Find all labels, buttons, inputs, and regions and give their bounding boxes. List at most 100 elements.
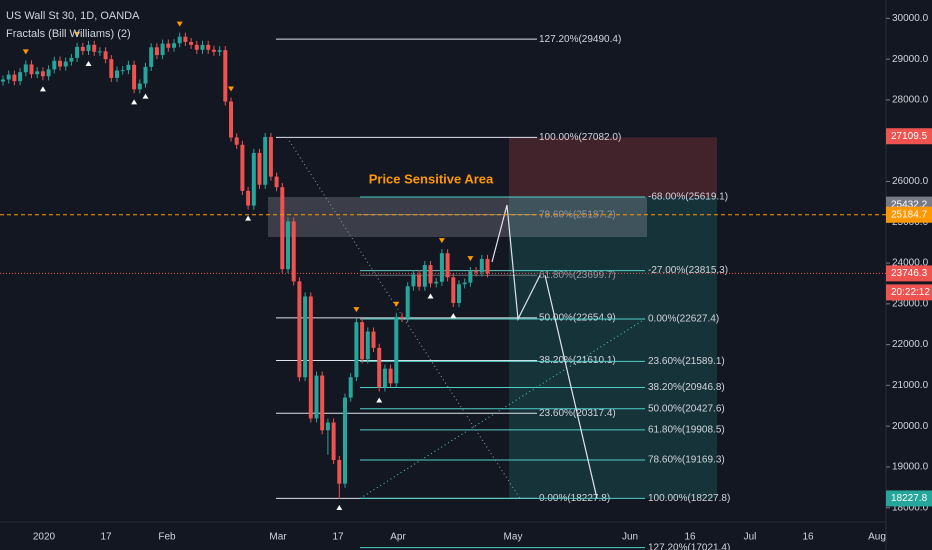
- candle-body: [12, 74, 17, 82]
- price-tag: [886, 490, 932, 507]
- price-tag-label: 27109.5: [891, 131, 928, 142]
- fractal-down: [142, 93, 149, 99]
- candle-body: [69, 57, 74, 62]
- candle-body: [405, 286, 410, 319]
- fib-label: -68.00%(25619.1): [648, 192, 728, 203]
- candle-body: [263, 137, 268, 185]
- candle-body: [189, 42, 194, 45]
- fractal-down: [427, 293, 434, 299]
- x-tick-label: Jul: [744, 532, 757, 543]
- fractal-down: [245, 215, 252, 221]
- plot: 127.20%(29490.4)100.00%(27082.0)78.60%(2…: [0, 17, 890, 550]
- candle-body: [291, 221, 296, 282]
- fractal-down: [39, 86, 46, 92]
- candle-body: [474, 271, 479, 273]
- candle-body: [246, 190, 251, 206]
- candle-body: [360, 322, 365, 360]
- trend-line: [359, 318, 646, 499]
- candle-body: [211, 49, 216, 52]
- candle-body: [280, 187, 285, 270]
- candle-body: [377, 347, 382, 388]
- candle-body: [417, 274, 422, 287]
- candle-body: [479, 258, 484, 273]
- candle-body: [229, 101, 233, 138]
- fib-label: 61.80%(23699.7): [539, 270, 616, 281]
- fractal-up: [228, 86, 234, 92]
- candle-body: [348, 377, 353, 398]
- fib-label: -27.00%(23815.3): [648, 265, 728, 276]
- candle-body: [6, 74, 11, 80]
- reward-zone: [509, 197, 717, 499]
- candle-body: [400, 316, 404, 319]
- candle-body: [183, 36, 188, 43]
- fib-label: 38.20%(20946.8): [648, 382, 725, 393]
- candle-body: [354, 322, 359, 378]
- fib-label: 0.00%(22627.4): [648, 314, 719, 325]
- countdown: 20:22:12: [891, 287, 930, 298]
- candle-body: [485, 258, 490, 274]
- fib-label: 78.60%(19169.3): [648, 455, 725, 466]
- fractal-up: [22, 49, 29, 55]
- x-tick-label: May: [504, 532, 523, 543]
- candle-body: [166, 43, 171, 48]
- price-tag-label: 25432.2: [891, 199, 928, 210]
- fractal-up: [176, 21, 183, 27]
- candle-body: [337, 460, 342, 484]
- y-tick-label: 24000.0: [892, 258, 929, 269]
- fractal-up: [74, 31, 81, 37]
- candle-body: [445, 253, 450, 278]
- candle-body: [1, 79, 5, 82]
- candle-body: [126, 64, 131, 71]
- candle-body: [439, 253, 444, 282]
- candle-body: [394, 316, 399, 384]
- fib-label: 50.00%(20427.6): [648, 403, 725, 414]
- candle-body: [115, 70, 119, 78]
- fib-label: 100.00%(18227.8): [648, 493, 730, 504]
- candle-body: [132, 64, 137, 90]
- candle-body: [149, 47, 154, 67]
- candle-body: [103, 51, 108, 60]
- fib-label: 50.00%(22654.9): [539, 313, 616, 324]
- candle-body: [303, 296, 308, 378]
- candle-body: [109, 59, 114, 78]
- candle-body: [18, 72, 23, 82]
- candle-body: [434, 281, 439, 284]
- candle-body: [257, 152, 262, 185]
- annotation: Price Sensitive Area: [369, 171, 494, 186]
- fractal-down: [450, 313, 457, 319]
- x-tick-label: 17: [100, 532, 112, 543]
- fractal-down: [85, 61, 92, 67]
- x-tick-label: 16: [684, 532, 696, 543]
- candle-body: [200, 44, 205, 50]
- x-tick-label: 16: [802, 532, 814, 543]
- x-tick-label: 2020: [33, 532, 56, 543]
- candle-body: [40, 71, 45, 77]
- candle-body: [325, 422, 330, 431]
- y-tick-label: 18000.0: [892, 502, 929, 513]
- candle-body: [52, 60, 57, 70]
- candle-body: [194, 44, 199, 50]
- candle-body: [58, 60, 62, 67]
- candle-body: [75, 46, 80, 58]
- x-tick-label: Feb: [158, 532, 176, 543]
- candle-body: [314, 375, 319, 419]
- candle-body: [29, 64, 34, 75]
- candle-body: [286, 221, 290, 270]
- sensitive-zone: [268, 197, 647, 238]
- fib-label: 100.00%(27082.0): [539, 132, 621, 143]
- candle-body: [251, 152, 256, 206]
- candle-body: [46, 69, 51, 77]
- candle-body: [331, 422, 336, 461]
- candle-body: [308, 296, 313, 419]
- candle-body: [451, 277, 456, 304]
- y-tick-label: 28000.0: [892, 95, 929, 106]
- candle-body: [35, 71, 40, 75]
- candle-body: [462, 282, 467, 285]
- candle-body: [177, 36, 182, 44]
- candle-body: [160, 43, 165, 56]
- candle-body: [143, 66, 148, 84]
- y-tick-label: 30000.0: [892, 13, 929, 24]
- projection: [544, 275, 598, 499]
- candle-body: [343, 397, 347, 484]
